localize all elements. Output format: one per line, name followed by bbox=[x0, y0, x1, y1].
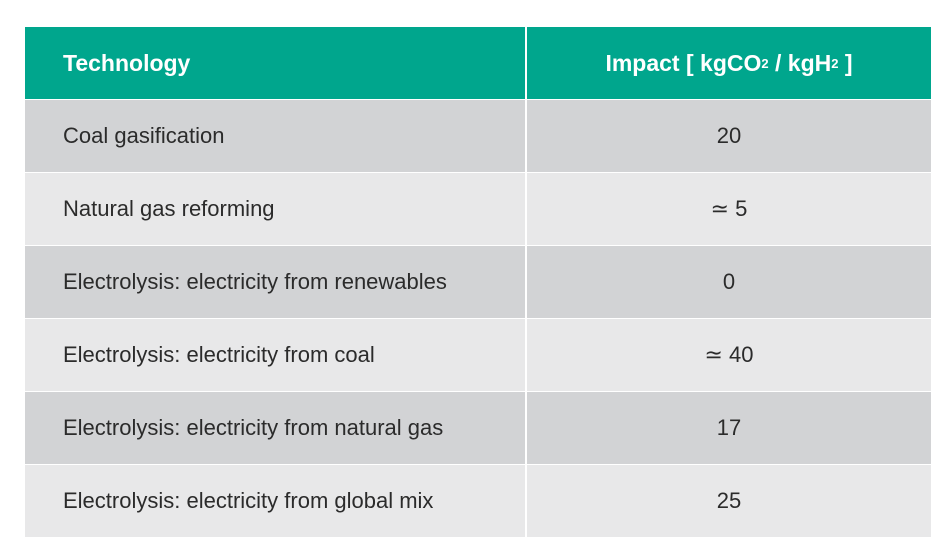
impact-header-suffix: ] bbox=[838, 49, 853, 76]
impact-cell: ≃ 5 bbox=[527, 173, 931, 245]
impact-cell: 17 bbox=[527, 392, 931, 464]
impact-header-prefix: Impact [ kgCO bbox=[605, 49, 762, 76]
column-header-technology: Technology bbox=[25, 27, 525, 99]
technology-cell: Electrolysis: electricity from coal bbox=[25, 319, 525, 391]
impact-cell: 25 bbox=[527, 465, 931, 537]
impact-header-sub-co2: 2 bbox=[761, 55, 769, 71]
impact-cell: 0 bbox=[527, 246, 931, 318]
technology-cell: Natural gas reforming bbox=[25, 173, 525, 245]
technology-cell: Electrolysis: electricity from natural g… bbox=[25, 392, 525, 464]
impact-header-mid: / kgH bbox=[768, 49, 832, 76]
hydrogen-impact-table: Technology Impact [ kgCO 2 / kgH 2 ] Coal … bbox=[25, 27, 931, 537]
impact-cell: 20 bbox=[527, 100, 931, 172]
impact-cell: ≃ 40 bbox=[527, 319, 931, 391]
technology-cell: Coal gasification bbox=[25, 100, 525, 172]
technology-cell: Electrolysis: electricity from global mi… bbox=[25, 465, 525, 537]
technology-cell: Electrolysis: electricity from renewable… bbox=[25, 246, 525, 318]
column-header-impact: Impact [ kgCO 2 / kgH 2 ] bbox=[527, 27, 931, 99]
impact-header-sub-h2: 2 bbox=[831, 55, 839, 71]
